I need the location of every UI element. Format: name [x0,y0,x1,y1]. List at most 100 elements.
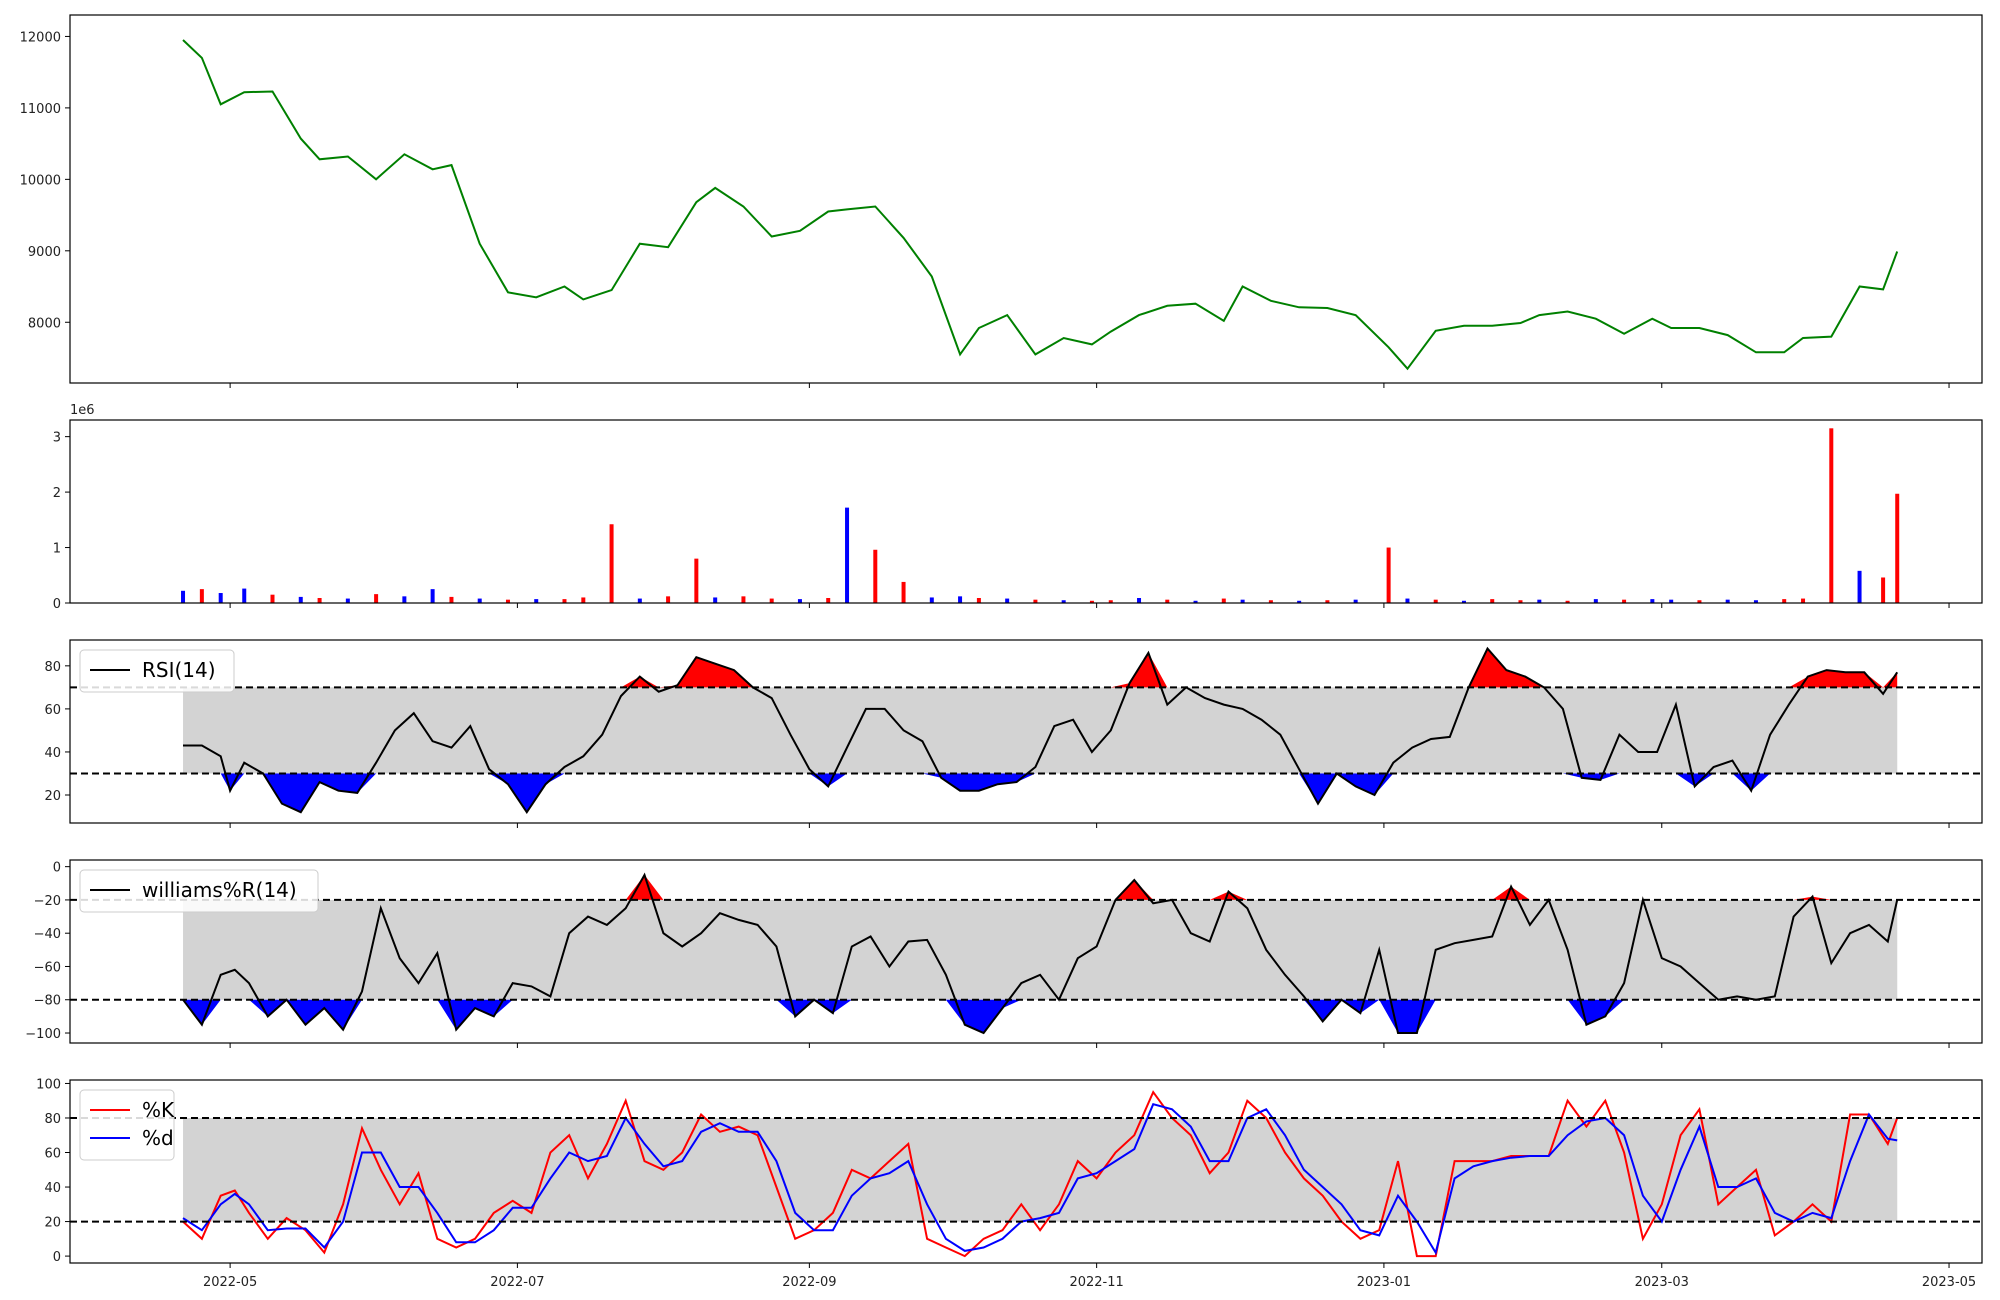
y-tick-label: 2 [53,486,61,501]
volume-bar [1490,599,1495,603]
volume-bar [430,589,435,603]
volume-bar [534,599,539,603]
y-tick-label: 8000 [28,316,61,331]
volume-offset-label: 1e6 [70,403,95,418]
legend-box [79,1089,175,1161]
stochastic-legend: %K %d [79,1089,175,1161]
volume-bar [1165,599,1170,603]
volume-axes-frame [69,419,1983,604]
volume-bar [1697,600,1702,603]
volume-bar [505,599,510,603]
volume-bar [1268,600,1273,603]
y-tick-label: 0 [53,1250,61,1265]
volume-bar [1240,599,1245,603]
rsi-axes-frame [69,639,1983,824]
rsi-panel: 20 40 60 80 RSI(14) [44,639,1983,828]
y-tick-label: −60 [34,960,61,975]
volume-bar [1061,600,1066,603]
y-tick-label: 80 [44,1112,61,1127]
volume-bar [298,596,303,603]
volume-bar [713,597,718,603]
volume-bar [1108,600,1113,603]
volume-bar [1193,600,1198,603]
legend-label: williams%R(14) [142,878,297,902]
y-tick-label: 11000 [20,102,61,117]
y-tick-label: 20 [44,789,61,804]
volume-bar [1033,599,1038,603]
volume-bar [1537,599,1542,603]
price-panel: 8000 9000 10000 11000 12000 [20,14,1983,388]
volume-bar [797,599,802,603]
legend-label: %K [142,1098,175,1122]
stochastic-band [183,1117,1898,1222]
williams-band [183,899,1898,1000]
legend-box [79,869,319,913]
volume-bar [1881,577,1886,603]
x-tick-label: 2023-03 [1635,1275,1689,1290]
volume-bar [929,597,934,603]
williams-line [182,872,1899,1035]
rsi-legend: RSI(14) [79,649,235,693]
volume-bar [1005,598,1010,603]
volume-bar [374,594,379,603]
volume-bar [1895,493,1900,603]
volume-bar [1137,598,1142,603]
volume-bar [1089,600,1094,603]
volume-bar [609,524,614,603]
y-tick-label: 0 [53,861,61,876]
volume-bar [666,596,671,603]
stochastic-line-pct-d [182,1103,1898,1256]
volume-bar [1593,599,1598,603]
volume-bar [1325,600,1330,603]
volume-bar [1782,599,1787,603]
volume-bar [901,581,906,603]
y-tick-label: 3 [53,431,61,446]
rsi-line [183,646,1899,814]
volume-bar [1297,600,1302,603]
x-tick-label: 2022-11 [1069,1275,1123,1290]
volume-bar [976,598,981,603]
volume-bar [1386,547,1391,603]
williams-panel: −100 −80 −60 −40 −20 0 williams%R(14) [25,859,1983,1048]
williams-overbought-fill [183,875,1898,900]
x-tick-label: 2022-05 [203,1275,257,1290]
price-axes-frame [69,14,1983,384]
legend-box [79,649,235,693]
volume-bar [402,596,407,603]
rsi-band [183,687,1898,774]
x-tick-label: 2022-09 [782,1275,836,1290]
volume-bar [345,598,350,603]
volume-bar [845,507,850,603]
x-tick-label: 2022-07 [490,1275,544,1290]
legend-label: RSI(14) [142,658,216,682]
rsi-overbought-fill [183,648,1898,688]
volume-bar [1801,598,1806,603]
y-tick-label: 40 [44,746,61,761]
volume-bar [1650,599,1655,603]
y-tick-label: 10000 [20,173,61,188]
stochastic-panel: 0 20 40 60 80 100 2022-05 2022-07 2022-09 2022-11… [36,1077,1983,1290]
volume-bar [449,596,454,603]
legend-label: %d [142,1126,174,1150]
volume-bar [218,593,223,603]
y-tick-label: −40 [34,927,61,942]
volume-bar [1753,600,1758,603]
y-tick-label: 0 [53,597,61,612]
volume-bar [1518,600,1523,603]
volume-bar [181,590,186,603]
volume-panel: 0 1 2 3 1e6 [53,403,1983,612]
stochastic-line-pct-k [182,1090,1899,1258]
volume-bar [741,596,746,603]
volume-bar [1829,428,1834,603]
volume-bar [1405,598,1410,603]
y-tick-label: 9000 [28,245,61,260]
rsi-oversold-fill [183,773,1898,813]
williams-oversold-fill [183,999,1898,1033]
x-tick-label: 2023-05 [1922,1275,1976,1290]
y-tick-label: −80 [34,994,61,1009]
volume-bar [1461,600,1466,603]
volume-bar [826,598,831,603]
williams-legend: williams%R(14) [79,869,319,913]
y-tick-label: −20 [34,894,61,909]
